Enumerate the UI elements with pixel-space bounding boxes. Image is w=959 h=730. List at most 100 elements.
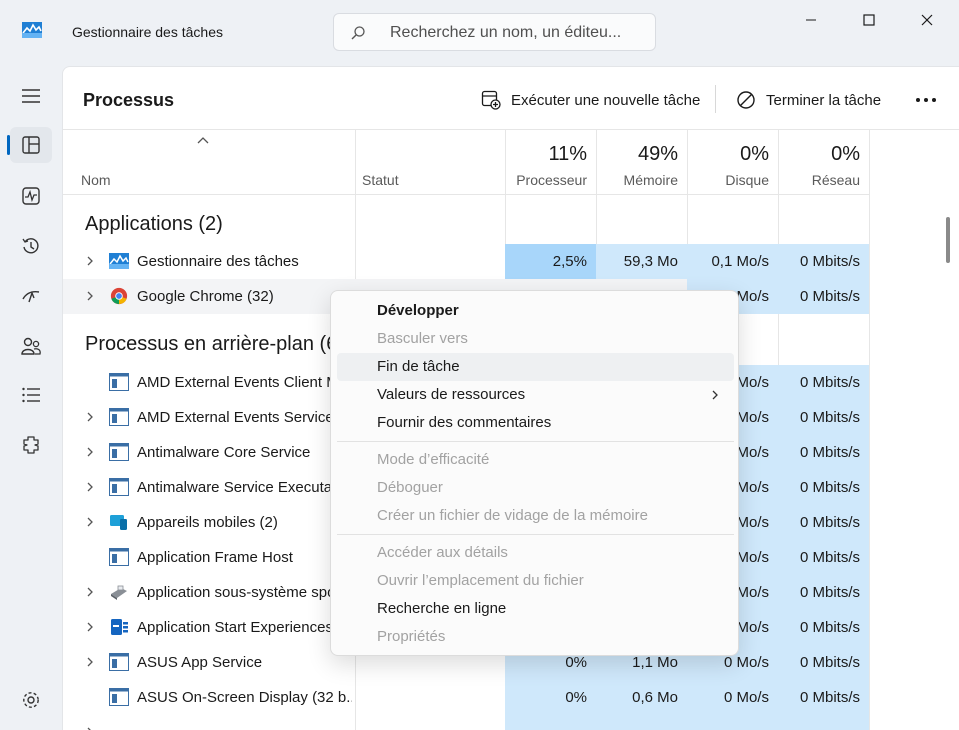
nav-users[interactable]: [10, 328, 52, 364]
title-bar: Gestionnaire des tâches: [0, 0, 959, 62]
disk-cell: 0,1 Mo/s: [687, 244, 778, 279]
menu-item-end-task[interactable]: Fin de tâche: [337, 353, 734, 381]
group-background-processes: Processus en arrière-plan (64: [85, 333, 349, 355]
menu-item-properties[interactable]: Propriétés: [377, 628, 446, 645]
nav-services[interactable]: [10, 427, 52, 463]
column-header-status[interactable]: Statut: [355, 130, 505, 194]
process-name: Application Start Experiences: [137, 619, 333, 636]
close-icon: [921, 14, 933, 26]
process-name: AMD External Events Client M: [137, 374, 339, 391]
table-row[interactable]: Application sous-système spo Mo/s 0 Mbit…: [63, 575, 869, 610]
toolbar-separator: [715, 85, 716, 113]
sort-ascending-icon: [197, 137, 209, 144]
expand-chevron-icon[interactable]: [83, 585, 97, 599]
network-total-percent: 0%: [831, 143, 860, 165]
network-cell: [778, 715, 869, 730]
minimize-button[interactable]: [782, 0, 840, 40]
start-experiences-icon: [111, 619, 128, 635]
maximize-button[interactable]: [840, 0, 898, 40]
network-cell: 0 Mbits/s: [778, 400, 869, 435]
network-cell: 0 Mbits/s: [778, 505, 869, 540]
menu-item-debug[interactable]: Déboguer: [377, 479, 443, 496]
menu-item-go-to-details[interactable]: Accéder aux détails: [377, 544, 508, 561]
memory-cell: 0,6 Mo: [596, 680, 687, 715]
menu-item-search-online[interactable]: Recherche en ligne: [377, 600, 507, 617]
expand-chevron-icon[interactable]: [83, 620, 97, 634]
nav-details[interactable]: [10, 377, 52, 413]
service-window-icon: [109, 373, 129, 391]
run-new-task-label: Exécuter une nouvelle tâche: [511, 91, 701, 109]
expand-chevron-icon[interactable]: [83, 725, 97, 730]
table-row[interactable]: Gestionnaire des tâches 2,5% 59,3 Mo 0,1…: [63, 244, 869, 279]
memory-column-label: Mémoire: [623, 172, 678, 188]
table-row[interactable]: ASUS On-Screen Display (32 b... 0% 0,6 M…: [63, 680, 869, 715]
menu-item-open-file-location[interactable]: Ouvrir l’emplacement du fichier: [377, 572, 584, 589]
header-bottom-divider: [63, 194, 869, 195]
column-header-disk[interactable]: 0% Disque: [687, 130, 778, 194]
table-row-partial[interactable]: [63, 715, 869, 730]
menu-item-switch-to[interactable]: Basculer vers: [377, 330, 468, 347]
process-name: Antimalware Service Executab: [137, 479, 341, 496]
network-cell: 0 Mbits/s: [778, 435, 869, 470]
maximize-icon: [863, 14, 875, 26]
expand-chevron-icon[interactable]: [83, 655, 97, 669]
search-icon: [351, 26, 365, 40]
services-icon: [23, 436, 39, 454]
process-name: Google Chrome (32): [137, 288, 274, 305]
expand-chevron-icon[interactable]: [83, 445, 97, 459]
column-header-cpu[interactable]: 11% Processeur: [505, 130, 596, 194]
task-manager-icon: [109, 253, 129, 269]
startup-apps-icon: [22, 290, 40, 303]
expand-chevron-icon[interactable]: [83, 254, 97, 268]
expand-chevron-icon[interactable]: [83, 515, 97, 529]
nav-hamburger[interactable]: [10, 78, 52, 114]
vertical-scrollbar[interactable]: [946, 217, 950, 263]
column-status-label: Statut: [362, 172, 399, 188]
menu-separator: [337, 441, 734, 442]
expand-chevron-icon[interactable]: [83, 410, 97, 424]
cpu-total-percent: 11%: [548, 143, 587, 165]
service-window-icon: [109, 478, 129, 496]
processes-icon: [22, 136, 40, 154]
hamburger-menu-icon: [22, 89, 40, 103]
network-cell: 0 Mbits/s: [778, 244, 869, 279]
menu-item-feedback[interactable]: Fournir des commentaires: [377, 414, 552, 431]
column-header-memory[interactable]: 49% Mémoire: [596, 130, 687, 194]
cpu-cell: [505, 715, 596, 730]
nav-app-history[interactable]: [10, 228, 52, 264]
process-name: AMD External Events Service ...: [137, 409, 351, 426]
users-icon: [21, 337, 41, 355]
disk-cell: [687, 715, 778, 730]
search-box[interactable]: [333, 13, 656, 51]
run-new-task-icon: [481, 90, 501, 110]
table-row[interactable]: Application Frame Host Mo/s 0 Mbits/s: [63, 540, 869, 575]
cpu-cell: 0%: [505, 680, 596, 715]
nav-performance[interactable]: [10, 178, 52, 214]
service-window-icon: [109, 688, 129, 706]
more-options-button[interactable]: [915, 85, 937, 115]
search-input[interactable]: [390, 22, 645, 44]
menu-item-efficiency-mode[interactable]: Mode d’efficacité: [377, 451, 490, 468]
column-header-name[interactable]: Nom: [63, 130, 355, 194]
memory-cell: 59,3 Mo: [596, 244, 687, 279]
end-task-button[interactable]: Terminer la tâche: [736, 85, 881, 115]
run-new-task-button[interactable]: Exécuter une nouvelle tâche: [481, 85, 700, 115]
menu-item-create-dump[interactable]: Créer un fichier de vidage de la mémoire: [377, 507, 648, 524]
printer-spooler-icon: [111, 585, 127, 600]
mobile-devices-icon: [110, 515, 127, 530]
close-button[interactable]: [898, 0, 956, 40]
nav-startup-apps[interactable]: [10, 278, 52, 314]
expand-chevron-icon[interactable]: [83, 289, 97, 303]
menu-item-resource-values-label: Valeurs de ressources: [377, 386, 526, 403]
toolbar-divider: [63, 129, 959, 130]
expand-chevron-icon[interactable]: [83, 480, 97, 494]
app-title: Gestionnaire des tâches: [72, 24, 223, 40]
menu-item-expand[interactable]: Développer: [377, 302, 459, 319]
menu-item-resource-values[interactable]: Valeurs de ressources: [337, 381, 734, 409]
nav-settings[interactable]: [10, 682, 52, 718]
nav-processes[interactable]: [10, 127, 52, 163]
more-icon: [916, 98, 936, 102]
column-header-network[interactable]: 0% Réseau: [778, 130, 869, 194]
cpu-cell: 2,5%: [505, 244, 596, 279]
end-task-icon: [737, 91, 755, 109]
